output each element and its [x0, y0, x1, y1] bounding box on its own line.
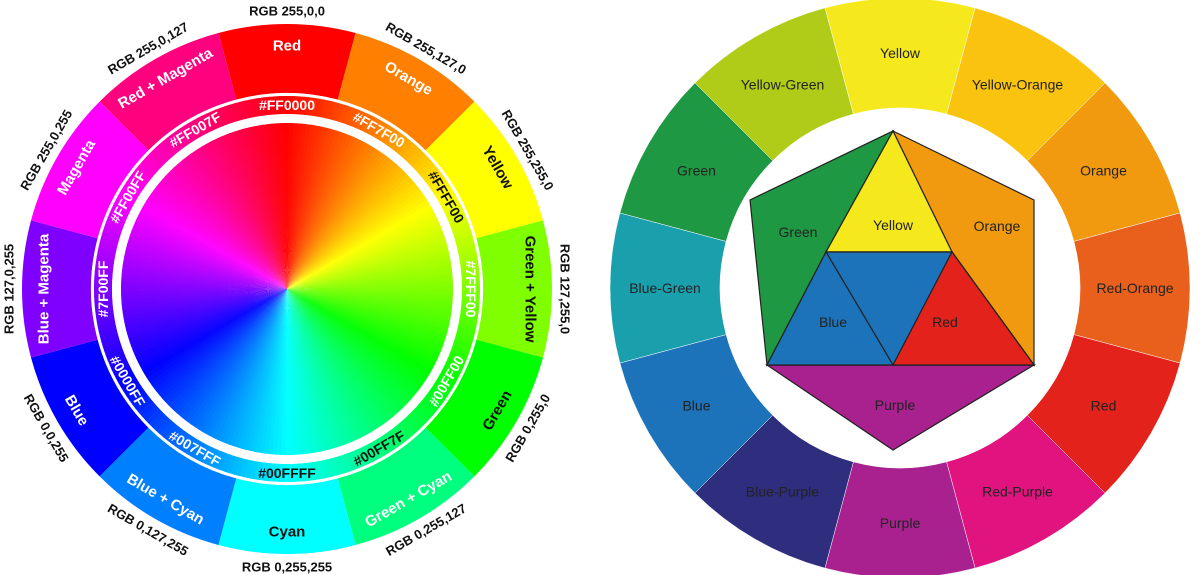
itten-label-yellow-orange: Yellow-Orange [972, 76, 1064, 92]
segment-green-cyan [337, 427, 475, 545]
itten-label-red: Red [1091, 398, 1117, 414]
itten-label-blue: Blue [682, 398, 710, 414]
segment-red-magenta [99, 33, 237, 151]
segment-orange [337, 33, 475, 151]
itten-label-purple: Purple [880, 515, 921, 531]
itten-label-green: Green [677, 163, 716, 179]
inner-label-red: Red [932, 314, 958, 330]
itten-label-red-orange: Red-Orange [1096, 280, 1173, 296]
segment-green [425, 339, 543, 477]
itten-label-red-purple: Red-Purple [982, 484, 1053, 500]
inner-label-purple: Purple [875, 397, 916, 413]
hex-label-cyan: #00FFFF [258, 465, 316, 481]
inner-label-yellow: Yellow [873, 217, 914, 233]
rgb-label-green-yellow: RGB 127,255,0 [558, 244, 573, 334]
name-label-cyan: Cyan [269, 524, 306, 541]
hex-label-red: #FF0000 [259, 97, 315, 113]
center-color-disc [121, 123, 453, 455]
segment-yellow [425, 101, 543, 239]
hex-ring [94, 96, 480, 482]
hex-label-green-yellow: #7FFF00 [463, 261, 479, 318]
name-label-red: Red [273, 38, 301, 55]
segment-blue-cyan [99, 427, 237, 545]
itten-label-yellow-green: Yellow-Green [741, 76, 825, 92]
itten-label-blue-green: Blue-Green [629, 280, 701, 296]
segment-green-yellow [476, 220, 552, 358]
inner-label-blue: Blue [819, 314, 847, 330]
segment-red [218, 24, 356, 100]
segment-blue-magenta [21, 220, 98, 358]
itten-label-yellow: Yellow [880, 45, 921, 61]
inner-blue-left [766, 250, 895, 366]
inner-label-green: Green [779, 224, 818, 240]
name-label-blue-magenta: Blue + Magenta [36, 233, 53, 344]
segment-magenta [31, 101, 149, 239]
rgb-label-red: RGB 255,0,0 [249, 4, 325, 19]
segment-cyan [218, 478, 356, 554]
hex-label-blue-magenta: #7F00FF [95, 260, 111, 317]
itten-label-orange: Orange [1080, 163, 1127, 179]
segment-blue [31, 339, 149, 477]
name-label-green-yellow: Green + Yellow [522, 236, 539, 343]
rgb-label-blue-magenta: RGB 127,0,255 [2, 244, 17, 334]
inner-label-orange: Orange [974, 218, 1021, 234]
itten-color-wheel: Yellow Yellow-Orange Orange Red-Orange Red Re… [609, 0, 1191, 575]
rgb-label-cyan: RGB 0,255,255 [242, 560, 332, 575]
itten-label-blue-purple: Blue-Purple [746, 484, 819, 500]
inner-red-lower [892, 250, 1036, 366]
